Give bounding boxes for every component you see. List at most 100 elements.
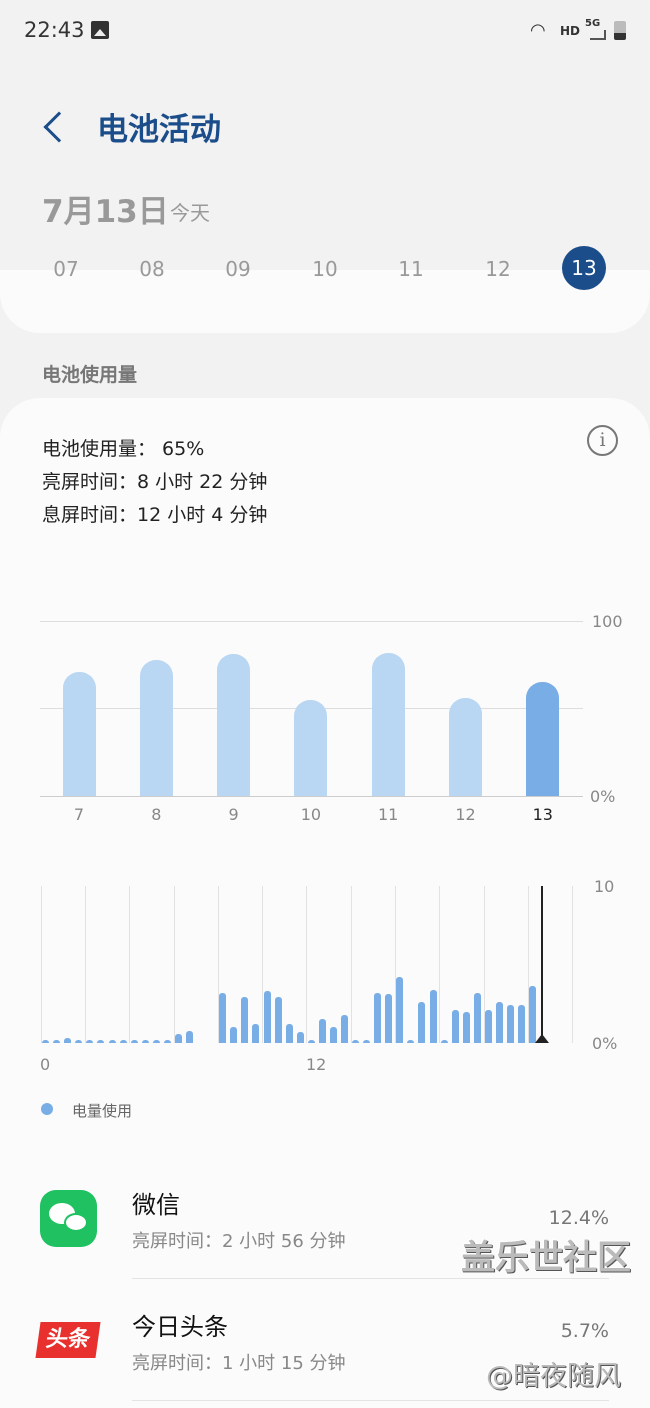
wifi-6-icon: ◠ bbox=[530, 20, 546, 41]
hourly-ytick-10: 10 bbox=[594, 877, 615, 896]
day-07[interactable]: 07 bbox=[53, 257, 79, 281]
hourly-bar bbox=[274, 997, 282, 1043]
hourly-xtick-12: 12 bbox=[306, 1055, 327, 1074]
daily-xtick-11: 11 bbox=[378, 805, 399, 824]
hourly-bar bbox=[42, 1040, 50, 1043]
watermark-author: @暗夜随风 bbox=[486, 1361, 621, 1392]
hourly-bar bbox=[186, 1031, 193, 1043]
hourly-gridline bbox=[217, 886, 219, 1043]
hourly-bar bbox=[163, 1040, 171, 1043]
hourly-bar bbox=[352, 1040, 360, 1043]
current-time-marker bbox=[541, 886, 543, 1041]
back-button[interactable] bbox=[43, 111, 75, 143]
date-selector-card bbox=[0, 270, 650, 333]
hourly-bar bbox=[462, 1011, 470, 1043]
daily-xtick-7: 7 bbox=[73, 805, 85, 824]
daily-baseline bbox=[40, 796, 583, 797]
hourly-bar bbox=[529, 986, 537, 1043]
app-screen-time-toutiao: 亮屏时间：1 小时 15 分钟 bbox=[132, 1353, 346, 1374]
day-12[interactable]: 12 bbox=[485, 257, 511, 281]
section-label: 电池使用量 bbox=[42, 364, 138, 386]
hourly-bar bbox=[296, 1032, 304, 1043]
hourly-gridline bbox=[527, 886, 529, 1043]
hourly-bar bbox=[429, 989, 437, 1043]
page-title: 电池活动 bbox=[97, 112, 221, 148]
hourly-bar bbox=[307, 1040, 315, 1043]
hourly-bar bbox=[230, 1027, 238, 1043]
current-time-triangle-icon bbox=[535, 1034, 549, 1043]
hourly-bar bbox=[407, 1040, 415, 1043]
hourly-bar bbox=[53, 1040, 61, 1043]
hourly-bar bbox=[418, 1002, 426, 1043]
hourly-gridline bbox=[572, 886, 574, 1043]
wechat-icon bbox=[40, 1190, 97, 1247]
battery-icon bbox=[614, 21, 626, 40]
daily-bar-11[interactable] bbox=[371, 652, 405, 796]
daily-xtick-12: 12 bbox=[455, 805, 476, 824]
day-09[interactable]: 09 bbox=[225, 257, 251, 281]
hourly-gridline bbox=[350, 886, 352, 1043]
legend-dot bbox=[41, 1103, 53, 1115]
hourly-bar bbox=[130, 1040, 138, 1043]
hourly-bar bbox=[75, 1040, 83, 1043]
hourly-bar bbox=[119, 1040, 127, 1043]
hourly-bar bbox=[219, 992, 227, 1043]
hourly-bar bbox=[473, 992, 481, 1043]
hourly-xtick-0: 0 bbox=[40, 1055, 51, 1074]
daily-bar-12[interactable] bbox=[449, 698, 482, 796]
app-percent-toutiao: 5.7% bbox=[560, 1320, 609, 1342]
legend-label: 电量使用 bbox=[72, 1102, 133, 1120]
daily-ytick-100: 100 bbox=[592, 612, 623, 631]
app-name-toutiao[interactable]: 今日头条 bbox=[132, 1313, 228, 1341]
daily-bar-8[interactable] bbox=[139, 659, 173, 796]
hourly-bar bbox=[152, 1040, 160, 1043]
usage-percent: 电池使用量： 65% bbox=[42, 438, 205, 460]
hourly-bar bbox=[97, 1040, 105, 1043]
hourly-bar bbox=[329, 1027, 337, 1043]
5g-signal-icon: 5G bbox=[585, 18, 601, 29]
app-screen-time-wechat: 亮屏时间：2 小时 56 分钟 bbox=[132, 1231, 346, 1252]
hourly-bar bbox=[318, 1019, 326, 1043]
hourly-gridline bbox=[483, 886, 485, 1043]
daily-bar-7[interactable] bbox=[62, 671, 96, 796]
hourly-gridline bbox=[84, 886, 86, 1043]
hourly-bar bbox=[64, 1038, 72, 1043]
day-13-selected[interactable]: 13 bbox=[562, 246, 606, 290]
hourly-ytick-0: 0% bbox=[592, 1034, 618, 1053]
daily-bar-9[interactable] bbox=[217, 654, 251, 796]
daily-xtick-8: 8 bbox=[151, 805, 162, 824]
hourly-bar bbox=[141, 1040, 149, 1043]
status-time: 22:43 bbox=[24, 18, 85, 42]
hourly-bar bbox=[252, 1024, 260, 1043]
app-percent-wechat: 12.4% bbox=[548, 1207, 609, 1229]
screen-on-time: 亮屏时间：8 小时 22 分钟 bbox=[42, 471, 268, 493]
hourly-gridline bbox=[395, 886, 396, 1043]
hourly-bar bbox=[484, 1010, 492, 1043]
divider bbox=[132, 1400, 609, 1401]
app-name-wechat[interactable]: 微信 bbox=[132, 1191, 180, 1219]
hourly-bar bbox=[396, 977, 404, 1043]
hourly-gridline bbox=[306, 886, 308, 1043]
hourly-gridline bbox=[40, 886, 42, 1043]
screen-off-time: 息屏时间：12 小时 4 分钟 bbox=[42, 504, 268, 526]
hourly-bar bbox=[340, 1014, 348, 1043]
daily-gridline-100 bbox=[40, 621, 583, 622]
hourly-bar bbox=[363, 1040, 371, 1043]
hourly-gridline bbox=[173, 886, 175, 1043]
day-11[interactable]: 11 bbox=[398, 257, 424, 281]
signal-bars-icon bbox=[590, 30, 606, 40]
toutiao-icon: 头条 bbox=[35, 1322, 101, 1358]
hourly-bar bbox=[174, 1033, 182, 1043]
date-today-label: 今天 bbox=[170, 201, 210, 225]
daily-xtick-10: 10 bbox=[300, 805, 322, 824]
info-icon[interactable]: i bbox=[587, 425, 618, 456]
hourly-gridline bbox=[129, 886, 131, 1043]
day-08[interactable]: 08 bbox=[139, 257, 165, 281]
daily-bar-13[interactable] bbox=[526, 682, 560, 796]
hourly-bar bbox=[451, 1010, 459, 1043]
daily-bar-10[interactable] bbox=[294, 699, 328, 796]
divider bbox=[132, 1278, 609, 1279]
hourly-gridline bbox=[262, 886, 264, 1043]
hourly-bar bbox=[108, 1040, 116, 1043]
day-10[interactable]: 10 bbox=[312, 257, 338, 281]
